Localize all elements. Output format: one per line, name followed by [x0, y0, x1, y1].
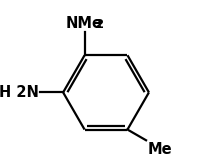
- Text: NMe: NMe: [65, 16, 102, 31]
- Text: 2: 2: [95, 18, 104, 31]
- Text: H 2N: H 2N: [0, 85, 39, 100]
- Text: Me: Me: [148, 142, 172, 157]
